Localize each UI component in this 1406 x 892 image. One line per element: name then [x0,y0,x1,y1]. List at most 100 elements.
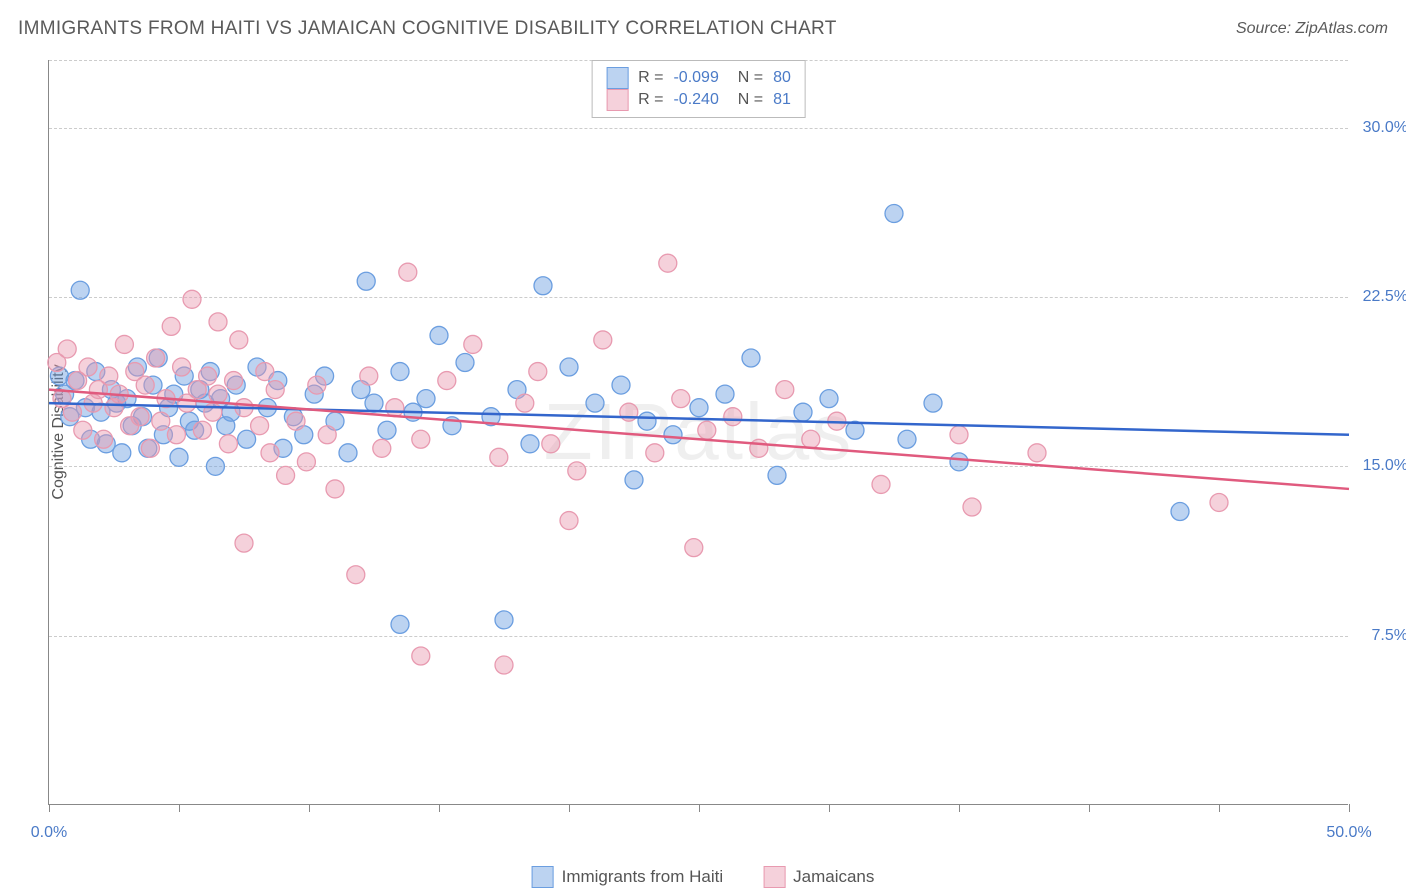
data-point [74,421,92,439]
header: IMMIGRANTS FROM HAITI VS JAMAICAN COGNIT… [18,18,1388,40]
data-point [391,615,409,633]
y-tick-label: 7.5% [1372,627,1406,645]
data-point [318,426,336,444]
data-point [521,435,539,453]
data-point [560,512,578,530]
data-point [391,363,409,381]
legend-row-1: R = -0.099 N = 80 [606,67,791,89]
data-point [378,421,396,439]
r-value-1: -0.099 [673,69,718,87]
swatch-series2-b [763,866,785,888]
bottom-legend: Immigrants from Haiti Jamaicans [532,866,875,888]
data-point [141,439,159,457]
data-point [238,430,256,448]
legend-row-2: R = -0.240 N = 81 [606,89,791,111]
x-tick-label: 0.0% [31,824,67,842]
data-point [924,394,942,412]
data-point [794,403,812,421]
data-point [131,408,149,426]
data-point [357,272,375,290]
r-label-1: R = [638,69,663,87]
data-point [360,367,378,385]
data-point [495,656,513,674]
data-point [209,385,227,403]
data-point [560,358,578,376]
scatter-svg [49,60,1348,804]
source-label: Source: ZipAtlas.com [1236,20,1388,38]
data-point [412,647,430,665]
legend-label-1: Immigrants from Haiti [562,867,724,887]
data-point [147,349,165,367]
data-point [412,430,430,448]
swatch-series1 [606,67,628,89]
data-point [690,399,708,417]
data-point [230,331,248,349]
data-point [456,354,474,372]
data-point [950,453,968,471]
data-point [206,457,224,475]
data-point [79,358,97,376]
data-point [625,471,643,489]
legend-stats: R = -0.099 N = 80 R = -0.240 N = 81 [591,60,806,118]
legend-item-2: Jamaicans [763,866,874,888]
n-label-2: N = [729,91,763,109]
data-point [183,290,201,308]
data-point [698,421,716,439]
data-point [776,381,794,399]
data-point [136,376,154,394]
data-point [339,444,357,462]
data-point [162,317,180,335]
y-tick-label: 15.0% [1363,457,1406,475]
plot-area: Cognitive Disability ZIPatlas 7.5%15.0%2… [48,60,1348,805]
data-point [963,498,981,516]
y-tick-label: 22.5% [1363,288,1406,306]
data-point [516,394,534,412]
data-point [287,412,305,430]
legend-label-2: Jamaicans [793,867,874,887]
data-point [1210,493,1228,511]
data-point [297,453,315,471]
data-point [672,390,690,408]
data-point [664,426,682,444]
r-label-2: R = [638,91,663,109]
data-point [885,205,903,223]
data-point [209,313,227,331]
data-point [100,367,118,385]
data-point [872,475,890,493]
data-point [438,372,456,390]
data-point [802,430,820,448]
data-point [219,435,237,453]
data-point [225,372,243,390]
data-point [768,466,786,484]
data-point [659,254,677,272]
r-value-2: -0.240 [673,91,718,109]
data-point [950,426,968,444]
data-point [235,534,253,552]
data-point [308,376,326,394]
n-value-2: 81 [773,91,791,109]
data-point [1028,444,1046,462]
data-point [170,448,188,466]
data-point [277,466,295,484]
data-point [113,444,131,462]
legend-item-1: Immigrants from Haiti [532,866,724,888]
data-point [199,367,217,385]
data-point [173,358,191,376]
data-point [261,444,279,462]
data-point [266,381,284,399]
x-tick-label: 50.0% [1326,824,1371,842]
data-point [251,417,269,435]
data-point [534,277,552,295]
data-point [724,408,742,426]
data-point [898,430,916,448]
data-point [152,412,170,430]
data-point [347,566,365,584]
data-point [586,394,604,412]
swatch-series1-b [532,866,554,888]
data-point [386,399,404,417]
chart-title: IMMIGRANTS FROM HAITI VS JAMAICAN COGNIT… [18,18,837,40]
data-point [716,385,734,403]
data-point [495,611,513,629]
data-point [193,421,211,439]
data-point [490,448,508,466]
